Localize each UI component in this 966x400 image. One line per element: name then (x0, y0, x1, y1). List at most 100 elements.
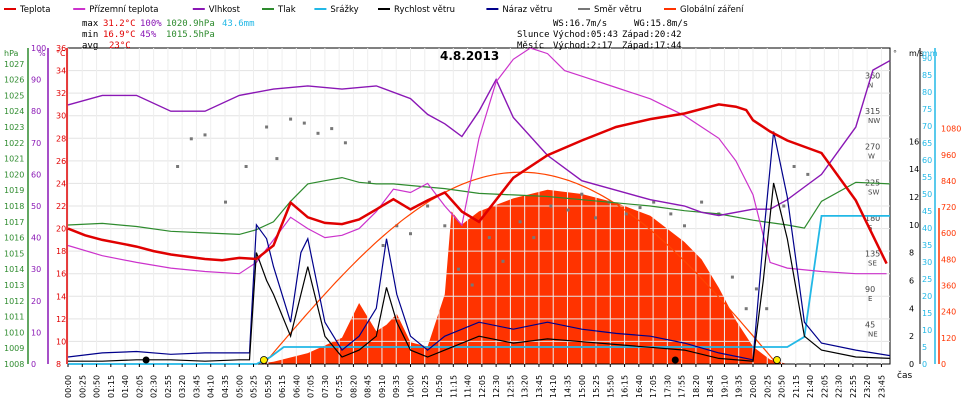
axis-wm2-tick: 840 (941, 177, 956, 186)
axis-mm-tick: 50 (922, 190, 932, 199)
series-humidity-line (67, 59, 891, 217)
axis-wm2-tick: 120 (941, 334, 956, 343)
axis-hpa-tick: 1014 (4, 265, 24, 274)
wind-direction-point (744, 307, 748, 311)
axis-wm2-tick: 960 (941, 151, 956, 160)
axis-wm2-tick: 720 (941, 203, 956, 212)
x-tick-label: 10:25 (421, 375, 430, 398)
axis-ms-tick: 4 (909, 304, 914, 313)
radiation-layer (68, 189, 890, 364)
legend-label: Náraz větru (502, 5, 552, 15)
axis-hpa-tick: 1019 (4, 186, 24, 195)
wind-direction-point (549, 204, 553, 208)
x-tick-label: 15:25 (592, 375, 601, 398)
axis-wm2-tick: 480 (941, 255, 956, 264)
x-tick-label: 12:55 (506, 375, 515, 398)
wind-direction-point (203, 133, 207, 137)
axis-ms-tick: 12 (909, 193, 919, 202)
axis-mm-tick: 65 (922, 139, 932, 148)
x-tick-label: 23:20 (863, 375, 872, 398)
stat-min-label: min (82, 30, 98, 40)
x-tick-label: 19:35 (735, 375, 744, 398)
x-tick-label: 17:30 (663, 375, 672, 398)
wind-direction-point (782, 204, 786, 208)
axis-mm-tick: 35 (922, 241, 932, 250)
wind-direction-point (487, 236, 491, 240)
axis-dir-sub: E (868, 295, 872, 303)
series-layer (67, 47, 891, 365)
stat-slunce-label: Slunce (517, 30, 550, 40)
x-tick-label: 05:00 (235, 375, 244, 398)
axis-mm-tick: 45 (922, 207, 932, 216)
axis-hpa-tick: 1010 (4, 328, 24, 337)
axis-ms-tick: 14 (909, 165, 919, 174)
stat-max-temp: 31.2°C (103, 19, 136, 29)
wind-direction-point (330, 127, 334, 131)
wind-direction-point (189, 137, 193, 141)
x-tick-label: 07:05 (307, 375, 316, 398)
x-tick-label: 02:55 (164, 375, 173, 398)
x-tick-label: 04:35 (221, 375, 230, 398)
axis-dir-tick: 360 (865, 72, 880, 81)
axis-mm-tick: 90 (922, 54, 932, 63)
stat-min-temp: 16.9°C (103, 30, 136, 40)
axis-hpa-tick: 1026 (4, 76, 24, 85)
axis-ms-tick: 10 (909, 221, 919, 230)
wind-direction-point (532, 236, 536, 240)
axis-degc-tick: 12 (56, 315, 66, 324)
wind-direction-point (594, 216, 597, 220)
x-tick-label: 22:05 (820, 375, 829, 398)
axis-hpa-tick: 1020 (4, 170, 24, 179)
axis-pct-tick: 40 (31, 234, 41, 243)
axis-wm2-tick: 240 (941, 308, 956, 317)
x-tick-label: 12:05 (478, 375, 487, 398)
axis-wm2-tick: 0 (941, 360, 946, 369)
axis-hpa-tick: 1008 (4, 360, 24, 369)
axis-pct-tick: 70 (31, 139, 41, 148)
x-tick-label: 03:20 (178, 375, 187, 398)
x-tick-label: 22:55 (849, 375, 858, 398)
axis-degc-tick: 22 (56, 202, 66, 211)
x-tick-label: 00:00 (64, 375, 73, 398)
axis-hpa-tick: 1011 (4, 313, 24, 322)
series-ground-temp-line (67, 47, 887, 275)
legend-label: Globální záření (680, 5, 744, 15)
wind-direction-point (730, 275, 734, 279)
x-tick-label: 01:40 (121, 375, 130, 398)
wind-direction-point (289, 117, 293, 121)
axis-pct-tick: 0 (31, 360, 36, 369)
axis-mm-tick: 10 (922, 326, 932, 335)
stat-slunce-zapad: Západ:20:42 (622, 30, 682, 40)
axis-mm-tick: 0 (922, 360, 927, 369)
axis-pct-label: % (38, 49, 46, 58)
x-tick-label: 19:10 (720, 375, 729, 398)
stat-mesic-label: Měsíc (517, 41, 544, 51)
stat-wg: WG:15.8m/s (634, 19, 688, 29)
stat-max-rain: 43.6mm (222, 19, 255, 29)
x-tick-label: 20:00 (749, 375, 758, 398)
axis-degc-tick: 18 (56, 247, 66, 256)
axis-pct-tick: 50 (31, 202, 41, 211)
axis-mm-tick: 80 (922, 88, 932, 97)
stat-avg-label: avg (82, 41, 98, 51)
x-tick-label: 07:55 (335, 375, 344, 398)
axis-hpa-tick: 1017 (4, 218, 24, 227)
axis-degc-tick: 16 (56, 270, 66, 279)
stat-max-hum: 100% (140, 19, 162, 29)
wind-direction-point (652, 200, 656, 204)
axis-dir-tick: 45 (865, 320, 875, 329)
x-tick-label: 07:30 (321, 375, 330, 398)
x-tick-label: 21:15 (792, 375, 801, 398)
stats-block: max 31.2°C 100% 1020.9hPa 43.6mm min 16.… (82, 19, 688, 51)
x-tick-label: 16:15 (621, 375, 630, 398)
x-tick-label: 02:05 (135, 375, 144, 398)
moonset-marker (671, 356, 679, 364)
axis-pct-tick: 10 (31, 328, 41, 337)
wind-direction-point (669, 212, 673, 216)
moonrise-marker (142, 356, 150, 364)
axis-dir-sub: SE (868, 259, 877, 267)
x-tick-label: 04:10 (207, 375, 216, 398)
x-tick-label: 17:05 (649, 375, 658, 398)
axis-dir-tick: 270 (865, 143, 880, 152)
